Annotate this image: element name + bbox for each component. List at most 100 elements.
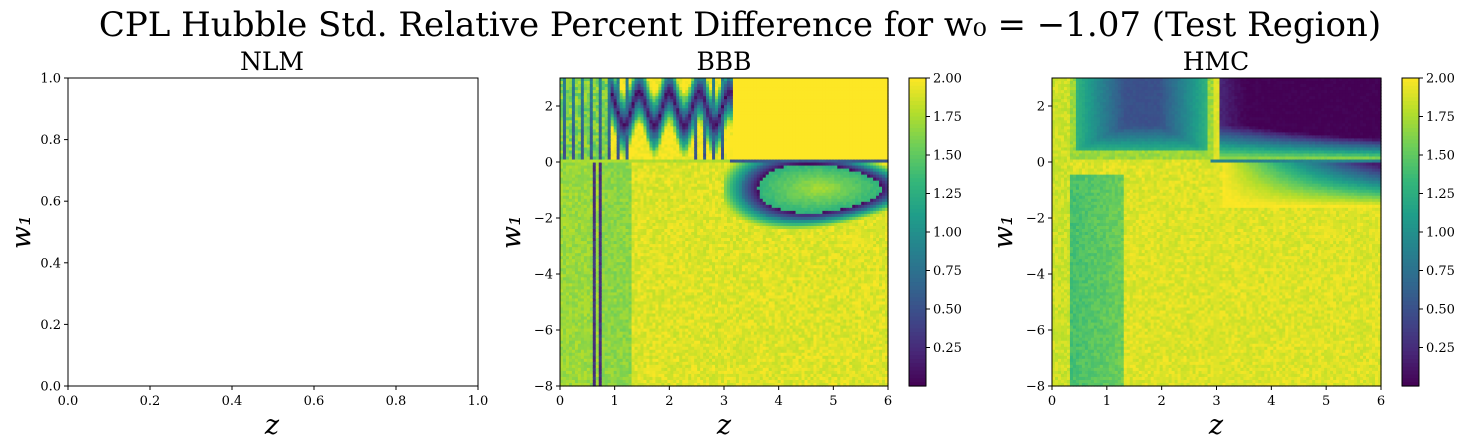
heatmap-cell — [625, 292, 630, 297]
heatmap-cell — [619, 210, 624, 215]
heatmap-cell — [652, 331, 657, 336]
heatmap-cell — [562, 340, 567, 345]
heatmap-cell — [601, 265, 606, 269]
heatmap-cell — [560, 295, 564, 300]
heatmap-cell — [625, 129, 630, 133]
heatmap-cell — [589, 165, 594, 170]
heatmap-cell — [619, 174, 624, 179]
heatmap-cell — [583, 183, 588, 188]
heatmap-cell — [586, 105, 591, 109]
heatmap-cell — [607, 126, 612, 130]
heatmap-cell — [562, 238, 567, 242]
heatmap-cell — [661, 247, 665, 251]
heatmap-cell — [628, 262, 633, 266]
heatmap-cell — [652, 111, 657, 115]
heatmap-cell — [610, 132, 615, 136]
heatmap-cell — [655, 286, 659, 290]
heatmap-cell — [631, 219, 636, 224]
heatmap-cell — [619, 382, 624, 387]
heatmap-cell — [670, 135, 674, 139]
heatmap-cell — [649, 210, 654, 215]
heatmap-cell — [574, 289, 579, 293]
heatmap-cell — [634, 81, 639, 85]
heatmap-cell — [595, 213, 600, 218]
heatmap-cell — [619, 358, 624, 363]
heatmap-cell — [658, 153, 662, 158]
heatmap-cell — [670, 265, 674, 269]
heatmap-cell — [601, 373, 606, 378]
heatmap-cell — [625, 132, 630, 136]
heatmap-cell — [583, 186, 588, 191]
heatmap-cell — [580, 126, 585, 130]
heatmap-cell — [640, 241, 645, 245]
heatmap-cell — [655, 216, 659, 221]
heatmap-cell — [649, 241, 654, 245]
heatmap-cell — [664, 177, 668, 182]
heatmap-cell — [589, 337, 594, 342]
heatmap-cell — [625, 307, 630, 312]
heatmap-cell — [586, 135, 591, 139]
heatmap-cell — [652, 364, 657, 369]
heatmap-cell — [664, 376, 668, 381]
heatmap-cell — [643, 364, 648, 369]
heatmap-cell — [560, 141, 564, 146]
heatmap-cell — [622, 114, 627, 118]
heatmap-cell — [649, 265, 654, 269]
heatmap-cell — [631, 232, 636, 236]
heatmap-cell — [613, 322, 618, 327]
heatmap-cell — [589, 301, 594, 306]
heatmap-cell — [664, 358, 668, 363]
heatmap-cell — [565, 259, 570, 263]
heatmap-cell — [589, 352, 594, 357]
heatmap-cell — [658, 337, 662, 342]
heatmap-cell — [658, 201, 662, 206]
heatmap-cell — [655, 213, 659, 218]
heatmap-cell — [616, 189, 621, 194]
heatmap-cell — [583, 283, 588, 287]
heatmap-cell — [649, 228, 654, 233]
heatmap-cell — [655, 177, 659, 182]
heatmap-cell — [646, 352, 651, 357]
heatmap-cell — [577, 120, 582, 124]
heatmap-cell — [592, 216, 597, 221]
heatmap-cell — [625, 247, 630, 251]
heatmap-cell — [571, 210, 576, 215]
heatmap-cell — [619, 232, 624, 236]
heatmap-cell — [640, 295, 645, 300]
heatmap-cell — [586, 180, 591, 185]
heatmap-cell — [577, 204, 582, 209]
heatmap-cell — [583, 114, 588, 118]
heatmap-cell — [586, 138, 591, 143]
heatmap-cell — [652, 189, 657, 194]
heatmap-cell — [640, 78, 645, 82]
heatmap-cell — [595, 180, 600, 185]
heatmap-cell — [649, 195, 654, 200]
heatmap-cell — [562, 244, 567, 248]
heatmap-cell — [565, 147, 570, 152]
heatmap-cell — [619, 331, 624, 336]
heatmap-cell — [598, 99, 603, 103]
heatmap-cell — [560, 168, 564, 173]
heatmap-cell — [589, 105, 594, 109]
heatmap-cell — [658, 301, 662, 306]
heatmap-cell — [616, 328, 621, 333]
heatmap-cell — [622, 111, 627, 115]
heatmap-cell — [643, 111, 648, 115]
heatmap-cell — [676, 210, 680, 215]
heatmap-cell — [649, 129, 654, 133]
heatmap-cell — [562, 343, 567, 348]
heatmap-cell — [616, 150, 621, 155]
heatmap-cell — [661, 358, 665, 363]
heatmap-cell — [655, 328, 659, 333]
heatmap-cell — [640, 207, 645, 212]
heatmap-cell — [586, 132, 591, 136]
heatmap-cell — [604, 135, 609, 139]
heatmap-cell — [604, 138, 609, 143]
heatmap-cell — [640, 265, 645, 269]
heatmap-cell — [619, 319, 624, 324]
heatmap-cell — [568, 120, 573, 124]
heatmap-cell — [565, 268, 570, 272]
heatmap-cell — [631, 135, 636, 139]
heatmap-cell — [560, 316, 564, 321]
heatmap-cell — [655, 162, 659, 167]
